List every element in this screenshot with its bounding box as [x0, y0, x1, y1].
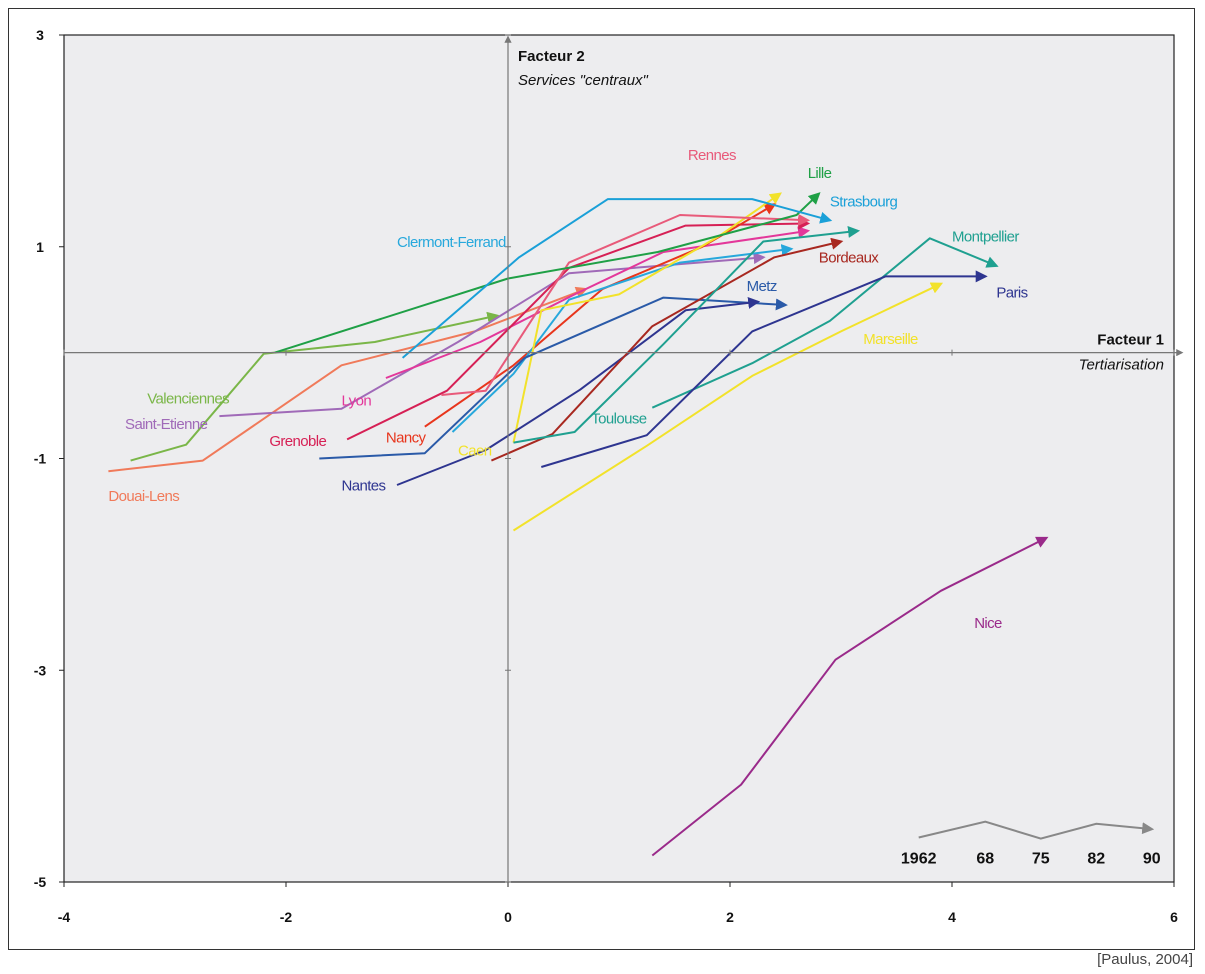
series-line-nantes	[396, 296, 761, 486]
years-key-label: 75	[1032, 851, 1050, 868]
x-axis-subtitle: Tertiarisation	[1079, 357, 1164, 374]
y-tick-label: -5	[34, 874, 47, 890]
series-label-toulouse: Toulouse	[591, 411, 647, 428]
years-key-label: 68	[976, 851, 994, 868]
y-axis-title: Facteur 2	[518, 48, 585, 65]
series-line-saint-etienne	[219, 252, 766, 418]
y-tick-label: 1	[36, 239, 44, 255]
chart-svg: -4 -2 0 2 4 6 3 1 -1 -3 -5 Facteur 1 Tertiarisatio…	[34, 27, 1184, 925]
series-label-caen: Caen	[458, 442, 492, 459]
x-axis-title: Facteur 1	[1097, 332, 1164, 349]
series-label-douai-lens: Douai-Lens	[108, 488, 179, 505]
x-tick-label: 0	[504, 909, 512, 925]
series-line-nice	[651, 536, 1049, 857]
series-label-bordeaux: Bordeaux	[819, 250, 880, 267]
y-axis-subtitle: Services "centraux"	[518, 72, 649, 89]
y-tick-label: -3	[34, 662, 47, 678]
figure-frame: -4 -2 0 2 4 6 3 1 -1 -3 -5 Facteur 1 Tertiarisatio…	[8, 8, 1195, 950]
x-tick-label: 2	[726, 909, 734, 925]
series-line-clermont-ferrand	[451, 244, 794, 433]
series-line-strasbourg	[401, 198, 833, 359]
series-line-valenciennes	[130, 311, 500, 462]
series-label-saint-etienne: Saint-Etienne	[125, 416, 208, 433]
years-key-label: 90	[1143, 851, 1161, 868]
series-label-clermont-ferrand: Clermont-Ferrand	[397, 234, 506, 251]
series-layer	[108, 192, 1049, 857]
x-tick-label: -4	[58, 909, 71, 925]
x-tick-label: -2	[280, 909, 293, 925]
series-labels: Valenciennes Douai-Lens Saint-Etienne Lyon G…	[108, 147, 1028, 632]
series-label-valenciennes: Valenciennes	[147, 390, 229, 407]
tick-marks	[59, 34, 1175, 887]
tick-labels: -4 -2 0 2 4 6 3 1 -1 -3 -5	[34, 27, 1178, 925]
series-label-montpellier: Montpellier	[952, 228, 1019, 245]
source-credit: [Paulus, 2004]	[1097, 951, 1193, 968]
series-label-lille: Lille	[808, 165, 832, 182]
series-line-douai-lens	[108, 286, 588, 473]
years-key: 1962 68 75 82 90	[901, 820, 1161, 868]
series-label-strasbourg: Strasbourg	[830, 194, 898, 211]
plot-area	[63, 34, 1175, 883]
series-label-marseille: Marseille	[863, 331, 918, 348]
series-label-lyon: Lyon	[342, 393, 372, 410]
years-key-label: 82	[1087, 851, 1105, 868]
series-line-montpellier	[651, 237, 999, 409]
series-label-nancy: Nancy	[386, 430, 427, 447]
series-label-metz: Metz	[747, 278, 777, 295]
series-line-lyon	[385, 226, 811, 379]
series-label-nice: Nice	[974, 615, 1002, 632]
series-line-toulouse	[513, 226, 861, 444]
series-line-metz	[319, 296, 788, 460]
years-key-label: 1962	[901, 851, 937, 868]
series-line-marseille	[512, 282, 944, 532]
years-key-line	[918, 820, 1155, 840]
series-label-nantes: Nantes	[342, 477, 386, 494]
y-tick-label: 3	[36, 27, 44, 43]
series-label-paris: Paris	[996, 285, 1027, 302]
series-label-grenoble: Grenoble	[269, 433, 326, 450]
series-line-paris	[541, 270, 988, 468]
y-tick-label: -1	[34, 451, 47, 467]
series-line-bordeaux	[491, 237, 844, 462]
series-line-rennes	[441, 213, 811, 396]
plot-layer: -4 -2 0 2 4 6 3 1 -1 -3 -5 Facteur 1 Tertiarisatio…	[34, 27, 1184, 925]
series-line-lille	[274, 192, 821, 354]
x-tick-label: 6	[1170, 909, 1178, 925]
x-tick-label: 4	[948, 909, 956, 925]
series-label-rennes: Rennes	[688, 147, 736, 164]
